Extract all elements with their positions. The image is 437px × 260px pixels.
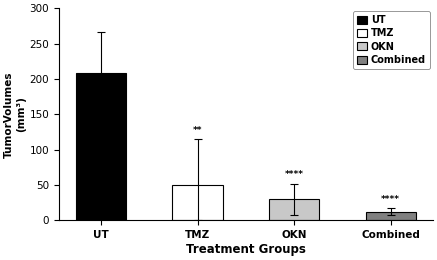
Bar xyxy=(173,185,222,220)
Text: ****: **** xyxy=(381,195,400,204)
X-axis label: Treatment Groups: Treatment Groups xyxy=(186,243,306,256)
Legend: UT, TMZ, OKN, Combined: UT, TMZ, OKN, Combined xyxy=(354,11,430,69)
Y-axis label: TumorVolumes
(mm³): TumorVolumes (mm³) xyxy=(4,71,27,158)
Text: ****: **** xyxy=(284,170,304,179)
Bar xyxy=(76,73,126,220)
Bar xyxy=(269,199,319,220)
Bar xyxy=(366,212,416,220)
Text: **: ** xyxy=(193,126,202,135)
